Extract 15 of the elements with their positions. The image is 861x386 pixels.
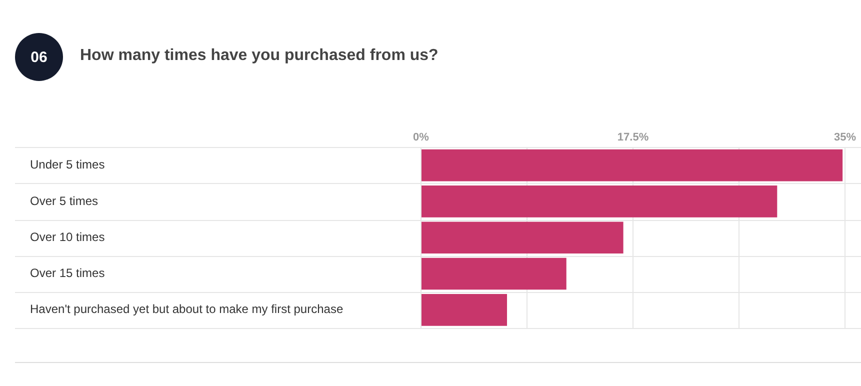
bar bbox=[422, 258, 566, 290]
bar bbox=[422, 186, 778, 218]
text: How many times have you purchased from us? bbox=[80, 47, 438, 65]
bar bbox=[422, 294, 508, 326]
y-tick-label: Haven't purchased yet but about to make my first purchase bbox=[30, 302, 344, 316]
bar bbox=[422, 149, 843, 182]
y-tick-label: Over 5 times bbox=[30, 194, 98, 208]
x-tick-label: 17.5% bbox=[617, 132, 649, 144]
bar bbox=[422, 222, 624, 254]
y-tick-label: Under 5 times bbox=[30, 158, 105, 172]
text: 06 bbox=[15, 33, 63, 81]
x-tick-label: 0% bbox=[413, 132, 430, 144]
y-tick-label: Over 10 times bbox=[30, 230, 105, 244]
y-tick-label: Over 15 times bbox=[30, 266, 105, 280]
x-tick-label: 35% bbox=[834, 132, 856, 144]
